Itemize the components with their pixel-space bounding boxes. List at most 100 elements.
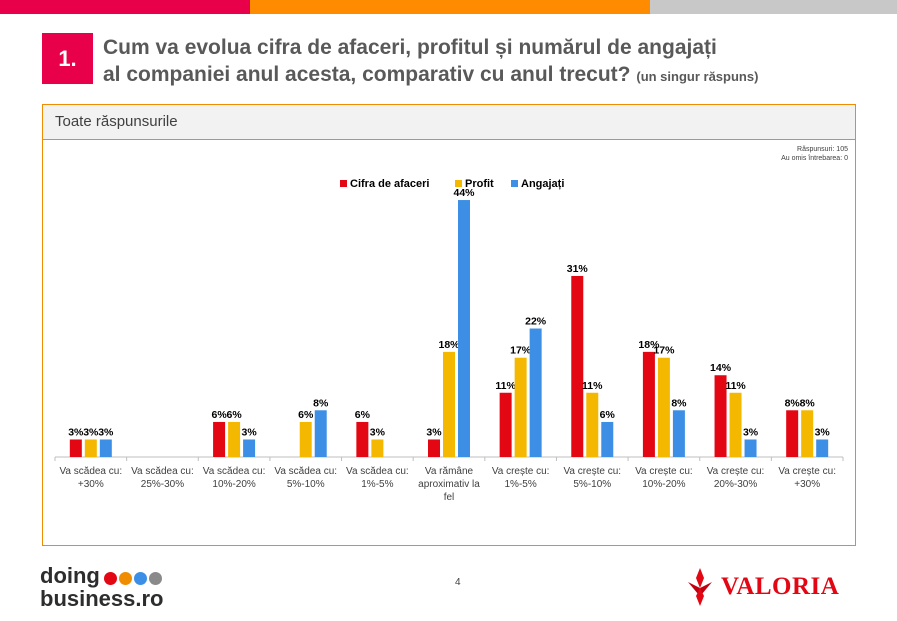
valoria-logo: VALORIA <box>685 566 839 608</box>
bar <box>601 421 614 457</box>
x-tick-label: +30% <box>78 479 104 490</box>
respondents-count: Răspunsuri: 105 <box>797 146 848 153</box>
logo-word-business: business.ro <box>40 585 164 611</box>
data-label: 11% <box>725 380 746 392</box>
data-label: 3% <box>68 426 84 438</box>
bar <box>99 439 112 457</box>
data-label: 3% <box>241 426 257 438</box>
data-label: 8% <box>785 397 801 409</box>
question-number: 1. <box>42 33 93 84</box>
chart-panel: Toate răspunsurile Răspunsuri: 105 Au om… <box>42 104 856 546</box>
data-label: 31% <box>567 263 589 275</box>
x-tick-label: Va crește cu: <box>492 466 550 477</box>
legend-swatch <box>455 180 462 187</box>
top-bar-red-segment <box>0 0 250 14</box>
data-label: 44% <box>453 187 475 199</box>
bar <box>786 410 799 457</box>
bar <box>729 392 742 457</box>
x-tick-label: Va scădea cu: <box>274 466 337 477</box>
bar <box>529 328 542 457</box>
panel-header: Toate răspunsurile <box>43 105 855 140</box>
bar <box>299 421 312 457</box>
bar <box>443 351 455 457</box>
bar <box>213 421 226 457</box>
x-tick-label: Va crește cu: <box>563 466 621 477</box>
x-tick-label: Va scădea cu: <box>59 466 122 477</box>
bar <box>458 200 470 457</box>
x-tick-label: 1%-5% <box>505 479 537 490</box>
legend-label: Profit <box>465 178 494 190</box>
x-tick-label: Va crește cu: <box>707 466 765 477</box>
data-label: 14% <box>710 362 732 374</box>
x-tick-label: Va scădea cu: <box>346 466 409 477</box>
x-tick-label: Va scădea cu: <box>131 466 194 477</box>
data-label: 6% <box>298 409 314 421</box>
question-title-line2: al companiei anul acesta, comparativ cu … <box>103 63 631 86</box>
x-tick-label: Va scădea cu: <box>203 466 266 477</box>
bar <box>228 421 241 457</box>
bar <box>428 439 440 457</box>
data-label: 8% <box>671 397 687 409</box>
doingbusiness-logo: doing business.ro <box>40 563 164 611</box>
bar <box>371 439 384 457</box>
bar <box>744 439 757 457</box>
data-label: 3% <box>370 426 386 438</box>
data-label: 3% <box>815 426 831 438</box>
x-tick-label: fel <box>444 492 455 503</box>
data-label: 18% <box>438 339 460 351</box>
data-label: 3% <box>83 426 99 438</box>
data-label: 8% <box>313 397 329 409</box>
data-label: 11% <box>582 380 603 392</box>
bar <box>657 357 670 457</box>
question-note: (un singur răspuns) <box>636 69 759 84</box>
respondent-info: Răspunsuri: 105 Au omis întrebarea: 0 <box>781 145 848 163</box>
bar <box>84 439 97 457</box>
logo-dot <box>148 572 162 586</box>
x-tick-label: 5%-10% <box>287 479 325 490</box>
valoria-wordmark: VALORIA <box>721 573 840 600</box>
bar <box>672 410 685 457</box>
bar <box>499 392 512 457</box>
x-tick-label: 1%-5% <box>361 479 393 490</box>
bar <box>314 410 327 457</box>
data-label: 6% <box>226 409 242 421</box>
x-tick-label: Va crește cu: <box>778 466 836 477</box>
data-label: 3% <box>98 426 114 438</box>
data-label: 6% <box>355 409 371 421</box>
legend-label: Cifra de afaceri <box>350 178 429 190</box>
legend-swatch <box>340 180 347 187</box>
data-label: 18% <box>638 339 660 351</box>
bar <box>69 439 82 457</box>
data-label: 6% <box>600 409 616 421</box>
bar <box>816 439 829 457</box>
data-label: 8% <box>800 397 816 409</box>
bar <box>514 357 527 457</box>
page-number: 4 <box>455 577 461 588</box>
omitted-count: Au omis întrebarea: 0 <box>781 155 848 162</box>
bar <box>571 275 584 457</box>
x-tick-label: 25%-30% <box>141 479 184 490</box>
data-label: 3% <box>743 426 759 438</box>
logo-word-doing: doing <box>40 563 100 588</box>
data-label: 3% <box>426 426 442 438</box>
x-tick-label: 5%-10% <box>573 479 611 490</box>
top-color-bar <box>0 0 897 14</box>
x-tick-label: 10%-20% <box>642 479 685 490</box>
logo-dot <box>103 572 117 586</box>
valoria-emblem-icon <box>688 568 712 606</box>
x-tick-label: +30% <box>794 479 820 490</box>
x-tick-label: 10%-20% <box>212 479 255 490</box>
x-tick-label: Va crește cu: <box>635 466 693 477</box>
data-label: 6% <box>211 409 227 421</box>
top-bar-orange-segment <box>250 0 650 14</box>
top-bar-gray-segment <box>650 0 897 14</box>
data-label: 17% <box>510 345 532 357</box>
bar <box>586 392 599 457</box>
logo-dot <box>118 572 132 586</box>
x-tick-label: 20%-30% <box>714 479 757 490</box>
bar <box>243 439 256 457</box>
logo-dot <box>133 572 147 586</box>
x-tick-label: Va rămâne <box>425 466 474 477</box>
legend-swatch <box>511 180 518 187</box>
